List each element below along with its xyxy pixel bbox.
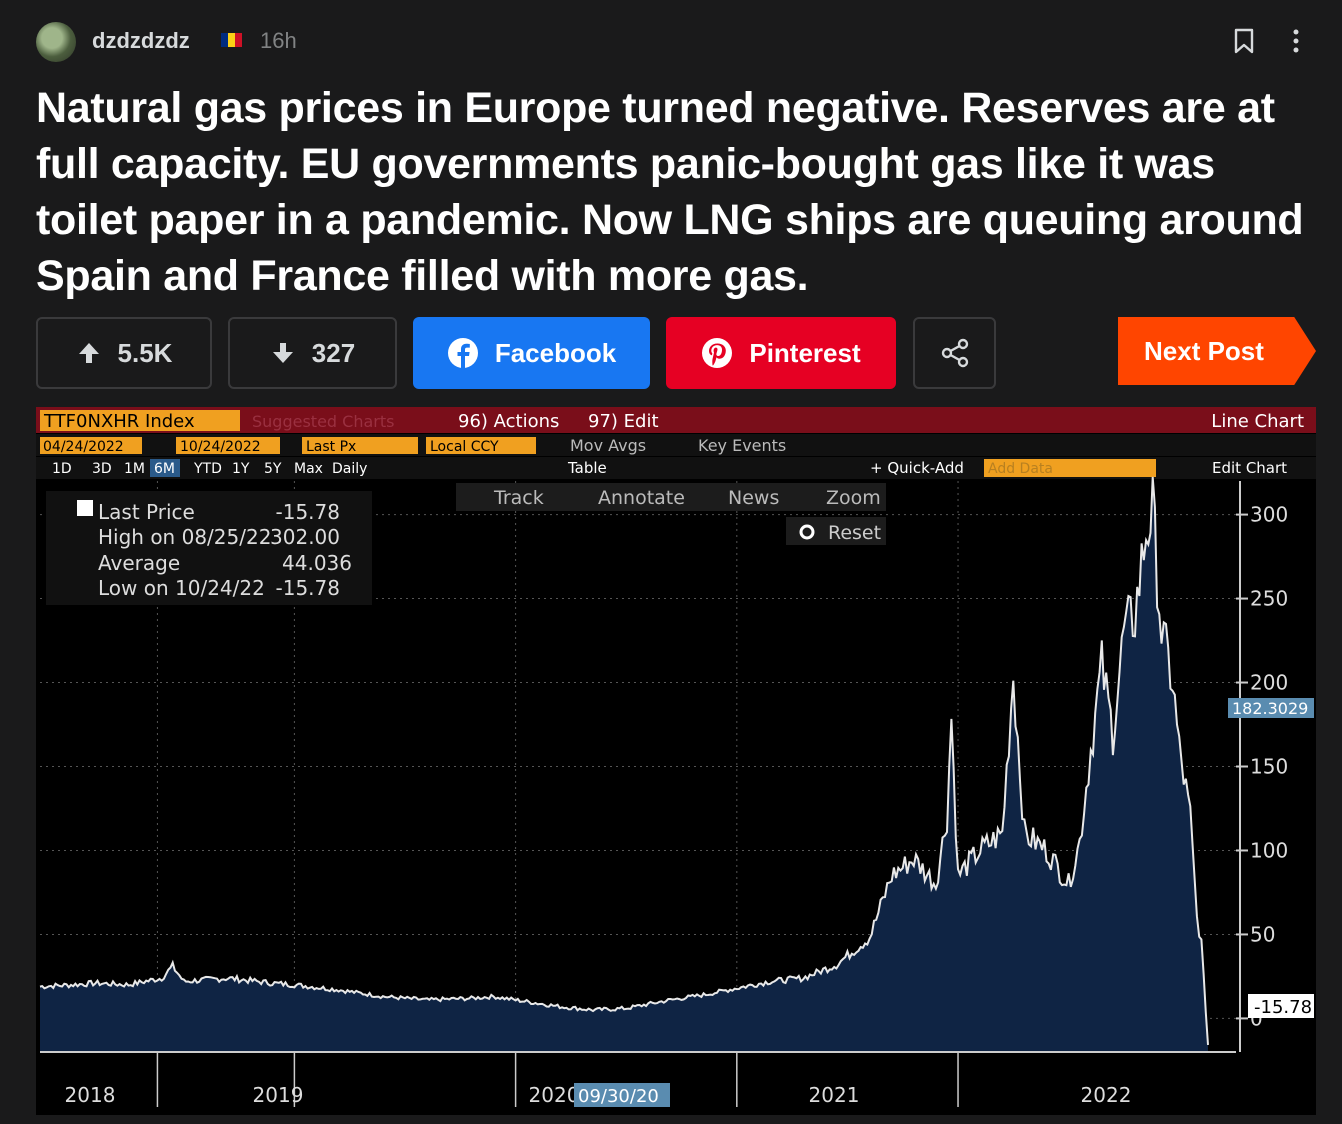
x-tick-label: 2020	[529, 1083, 580, 1107]
downvote-button[interactable]: 327	[228, 317, 397, 389]
chart-tool-button[interactable]: Track	[493, 487, 544, 509]
last-marker-value: -15.78	[1254, 997, 1312, 1018]
post-header: dzdzdzdz 16h	[36, 20, 1316, 64]
mov-avgs-label[interactable]: Mov Avgs	[570, 436, 646, 455]
edit-chart-button[interactable]: Edit Chart	[1212, 459, 1287, 477]
add-data-box[interactable]	[984, 459, 1156, 477]
marker-value: 182.3029	[1232, 699, 1308, 718]
y-tick-label: 200	[1250, 671, 1288, 695]
pinterest-icon	[702, 338, 733, 368]
currency-label: Local CCY	[430, 439, 499, 455]
share-icon	[941, 338, 968, 368]
bookmark-icon[interactable]	[1234, 28, 1254, 54]
y-tick-label: 50	[1250, 922, 1275, 946]
hover-date-box	[574, 1083, 670, 1107]
upvote-count: 5.5K	[117, 337, 173, 368]
y-tick-label: 150	[1250, 755, 1288, 779]
reset-button[interactable]: Reset	[828, 522, 881, 544]
y-tick-label: 250	[1250, 587, 1288, 611]
more-options-icon[interactable]	[1286, 28, 1306, 54]
legend-last-value: -15.78	[276, 500, 340, 524]
end-date: 10/24/2022	[180, 439, 261, 455]
x-tick-label: 2021	[809, 1083, 860, 1107]
x-tick-label: 2018	[65, 1083, 116, 1107]
legend-swatch	[77, 500, 93, 516]
period-button[interactable]: YTD	[193, 461, 222, 477]
facebook-share-button[interactable]: Facebook	[413, 317, 650, 389]
last-px-box[interactable]	[302, 437, 418, 454]
chart-type-label[interactable]: Line Chart	[1211, 411, 1304, 432]
quick-add-button[interactable]: + Quick-Add	[870, 459, 964, 477]
chart-tool-button[interactable]: News	[728, 487, 779, 509]
downvote-count: 327	[311, 337, 356, 368]
chart-tools-bar	[456, 483, 886, 511]
legend-high-value: 302.00	[270, 525, 340, 549]
legend-average-value: 44.036	[282, 551, 352, 575]
facebook-label: Facebook	[494, 337, 617, 368]
edit-menu[interactable]: 97) Edit	[588, 411, 659, 432]
ticker-label: TTF0NXHR Index	[43, 411, 195, 432]
period-buttons: 1D 3D 1M 6M YTD 1Y 5Y Max Daily	[52, 459, 367, 477]
legend-average-label: Average	[98, 551, 180, 575]
table-button[interactable]: Table	[567, 459, 607, 477]
chart-tools: Track Annotate News Zoom	[493, 487, 881, 509]
pinterest-label: Pinterest	[749, 337, 861, 368]
romania-flag-icon	[221, 33, 242, 47]
avatar[interactable]	[36, 22, 76, 62]
legend-box	[46, 491, 372, 605]
post-image-chart[interactable]: TTF0NXHR Index Suggested Charts 96) Acti…	[36, 407, 1316, 1115]
reset-icon	[799, 524, 815, 540]
toolbar-row-1	[36, 407, 1316, 433]
price-line	[39, 476, 1209, 1045]
chart-tool-button[interactable]: Zoom	[826, 487, 881, 509]
chart-tool-button[interactable]: Annotate	[598, 487, 685, 509]
key-events-label[interactable]: Key Events	[698, 436, 786, 455]
legend-high-label: High on 08/25/22	[98, 525, 271, 549]
last-px-label: Last Px	[306, 439, 356, 455]
reset-button-bg[interactable]	[786, 517, 886, 545]
share-button[interactable]	[913, 317, 996, 389]
x-tick-label: 2022	[1081, 1083, 1132, 1107]
legend-low-value: -15.78	[276, 576, 340, 600]
facebook-icon	[447, 338, 478, 368]
add-data-input[interactable]: Add Data	[988, 461, 1053, 477]
post-title[interactable]: Natural gas prices in Europe turned nega…	[36, 84, 1304, 300]
legend-last-label: Last Price	[98, 500, 195, 524]
period-button[interactable]: 1M	[124, 461, 145, 477]
x-axis-ticks: 2018 2019 2020 2021 2022	[65, 1052, 1132, 1107]
post-time: 16h	[260, 28, 297, 53]
actions-menu[interactable]: 96) Actions	[458, 411, 559, 432]
price-area	[40, 476, 1208, 1052]
period-button[interactable]: 1Y	[232, 461, 250, 477]
currency-box[interactable]	[426, 437, 536, 454]
start-date: 04/24/2022	[43, 439, 124, 455]
last-marker-box	[1248, 994, 1314, 1018]
username[interactable]: dzdzdzdz	[92, 28, 190, 53]
end-date-box[interactable]	[176, 437, 280, 454]
marker-value-box	[1228, 698, 1314, 718]
period-button[interactable]: 6M	[154, 461, 175, 477]
period-selected-bg	[150, 459, 180, 477]
start-date-box[interactable]	[40, 437, 142, 454]
price-chart: TTF0NXHR Index Suggested Charts 96) Acti…	[36, 407, 1316, 1107]
next-post-button[interactable]: Next Post	[1118, 317, 1316, 385]
post-actions: 5.5K 327 Facebook Pinterest Next Post	[36, 317, 1316, 389]
suggested-charts-label[interactable]: Suggested Charts	[252, 412, 394, 431]
upvote-button[interactable]: 5.5K	[36, 317, 212, 389]
x-tick-label: 2019	[253, 1083, 304, 1107]
period-button[interactable]: 1D	[52, 461, 72, 477]
period-button[interactable]: Max	[294, 461, 323, 477]
arrow-down-icon	[272, 343, 293, 363]
hover-date: 09/30/20	[578, 1086, 659, 1107]
period-button[interactable]: Daily	[332, 461, 367, 477]
y-tick-label: 300	[1250, 503, 1288, 527]
ticker-box[interactable]	[40, 410, 240, 431]
y-tick-label: 100	[1250, 838, 1288, 862]
period-button[interactable]: 3D	[92, 461, 112, 477]
arrow-up-icon	[78, 343, 99, 363]
legend-low-label: Low on 10/24/22	[98, 576, 265, 600]
period-button[interactable]: 5Y	[264, 461, 282, 477]
pinterest-share-button[interactable]: Pinterest	[666, 317, 896, 389]
